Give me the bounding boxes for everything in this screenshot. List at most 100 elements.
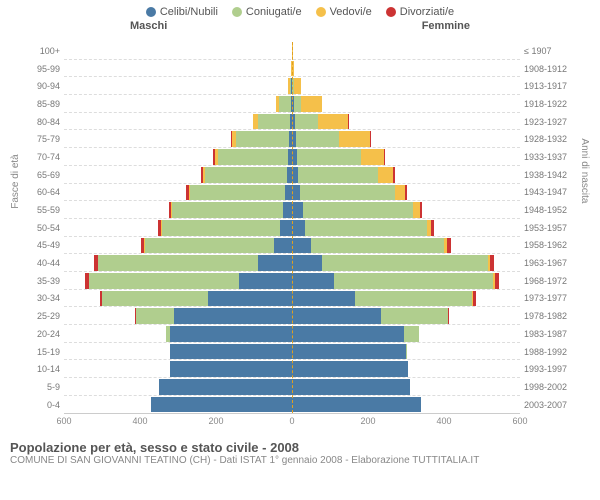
bar-segment <box>98 255 258 271</box>
legend-item: Vedovi/e <box>316 6 372 18</box>
age-label: 30-34 <box>24 293 60 303</box>
age-label: 85-89 <box>24 99 60 109</box>
bar-segment <box>420 202 423 218</box>
chart-rows: 100+≤ 190795-991908-191290-941913-191785… <box>64 42 520 414</box>
year-label: 1978-1982 <box>524 311 578 321</box>
bar-segment <box>294 96 301 112</box>
male-bar <box>231 131 292 147</box>
bar-segment <box>303 202 413 218</box>
bar-segment <box>292 220 305 236</box>
female-bar <box>292 78 301 94</box>
year-label: 1983-1987 <box>524 329 578 339</box>
bar-segment <box>205 167 287 183</box>
male-bar <box>100 291 292 307</box>
bar-segment <box>378 167 393 183</box>
legend-item: Coniugati/e <box>232 6 302 18</box>
age-label: 60-64 <box>24 187 60 197</box>
male-bar <box>166 326 292 342</box>
bar-segment <box>172 202 282 218</box>
female-bar <box>292 149 385 165</box>
year-label: 1938-1942 <box>524 170 578 180</box>
year-label: 1913-1917 <box>524 81 578 91</box>
bar-segment <box>292 255 322 271</box>
age-label: 70-74 <box>24 152 60 162</box>
female-bar <box>292 167 395 183</box>
year-label: 1968-1972 <box>524 276 578 286</box>
female-bar <box>292 238 451 254</box>
age-label: 55-59 <box>24 205 60 215</box>
y-axis-label-right: Anni di nascita <box>579 138 590 203</box>
male-bar <box>169 202 292 218</box>
gender-headers: Maschi Femmine <box>0 20 600 36</box>
bar-segment <box>355 291 473 307</box>
female-bar <box>292 202 422 218</box>
chart-subtitle: COMUNE DI SAN GIOVANNI TEATINO (CH) - Da… <box>0 455 600 472</box>
female-bar <box>292 114 349 130</box>
bar-segment <box>292 379 410 395</box>
bar-segment <box>292 273 334 289</box>
bar-segment <box>218 149 288 165</box>
bar-segment <box>305 220 427 236</box>
legend-label: Celibi/Nubili <box>160 6 218 18</box>
legend-label: Divorziati/e <box>400 6 454 18</box>
year-label: 1943-1947 <box>524 187 578 197</box>
bar-segment <box>334 273 494 289</box>
bar-segment <box>448 308 449 324</box>
age-label: 25-29 <box>24 311 60 321</box>
bar-segment <box>292 202 303 218</box>
bar-segment <box>292 291 355 307</box>
bar-segment <box>393 167 395 183</box>
bar-segment <box>292 326 404 342</box>
female-bar <box>292 379 410 395</box>
legend-label: Vedovi/e <box>330 6 372 18</box>
bar-segment <box>280 220 292 236</box>
x-tick: 400 <box>436 416 451 426</box>
female-bar <box>292 96 322 112</box>
bar-segment <box>174 308 292 324</box>
male-bar <box>213 149 292 165</box>
bar-segment <box>294 78 302 94</box>
male-bar <box>170 344 292 360</box>
legend-swatch <box>316 7 326 17</box>
bar-segment <box>292 185 300 201</box>
bar-segment <box>170 326 292 342</box>
legend-label: Coniugati/e <box>246 6 302 18</box>
year-label: 1918-1922 <box>524 99 578 109</box>
year-label: 1993-1997 <box>524 364 578 374</box>
age-label: 100+ <box>24 46 60 56</box>
header-female: Femmine <box>422 20 470 32</box>
age-label: 45-49 <box>24 240 60 250</box>
bar-segment <box>236 131 289 147</box>
bar-segment <box>301 96 322 112</box>
male-bar <box>159 379 292 395</box>
bar-segment <box>162 220 280 236</box>
male-bar <box>85 273 292 289</box>
year-label: 1998-2002 <box>524 382 578 392</box>
age-label: 15-19 <box>24 347 60 357</box>
x-tick: 200 <box>208 416 223 426</box>
bar-segment <box>258 255 292 271</box>
female-bar <box>292 397 421 413</box>
year-label: 1963-1967 <box>524 258 578 268</box>
year-label: 1923-1927 <box>524 117 578 127</box>
bar-segment <box>431 220 434 236</box>
bar-segment <box>322 255 487 271</box>
bar-segment <box>258 114 290 130</box>
female-bar <box>292 291 476 307</box>
bar-segment <box>292 308 381 324</box>
chart-title: Popolazione per età, sesso e stato civil… <box>0 436 600 455</box>
age-label: 40-44 <box>24 258 60 268</box>
age-label: 5-9 <box>24 382 60 392</box>
bar-segment <box>311 238 444 254</box>
bar-segment <box>298 167 378 183</box>
legend: Celibi/Nubili Coniugati/e Vedovi/e Divorzia… <box>0 0 600 20</box>
male-bar <box>253 114 292 130</box>
bar-segment <box>490 255 495 271</box>
bar-segment <box>285 185 292 201</box>
legend-swatch <box>232 7 242 17</box>
age-label: 75-79 <box>24 134 60 144</box>
bar-segment <box>190 185 285 201</box>
age-label: 50-54 <box>24 223 60 233</box>
bar-segment <box>473 291 476 307</box>
bar-segment <box>89 273 239 289</box>
